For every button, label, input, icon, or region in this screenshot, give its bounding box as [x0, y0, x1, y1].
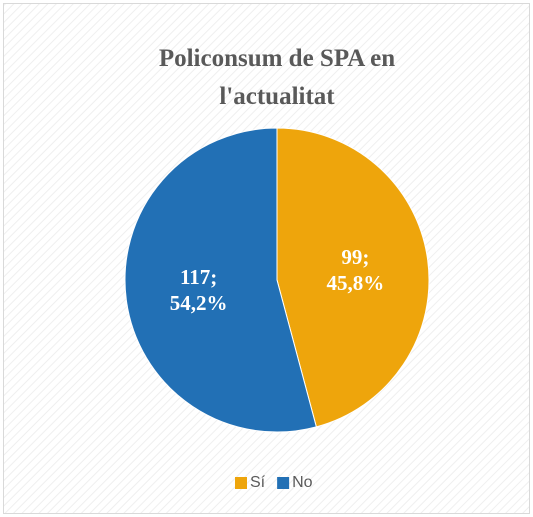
legend-label: No	[292, 474, 313, 491]
pie-slice	[276, 127, 430, 428]
data-label: 117; 54,2%	[169, 265, 228, 316]
legend-label: Sí	[250, 474, 266, 491]
pie-slice	[124, 127, 317, 433]
chart-title: Policonsum de SPA en l'actualitat	[158, 45, 396, 110]
data-label: 99; 45,8%	[326, 244, 385, 295]
legend-swatch	[235, 477, 247, 489]
legend-swatch	[277, 477, 290, 489]
